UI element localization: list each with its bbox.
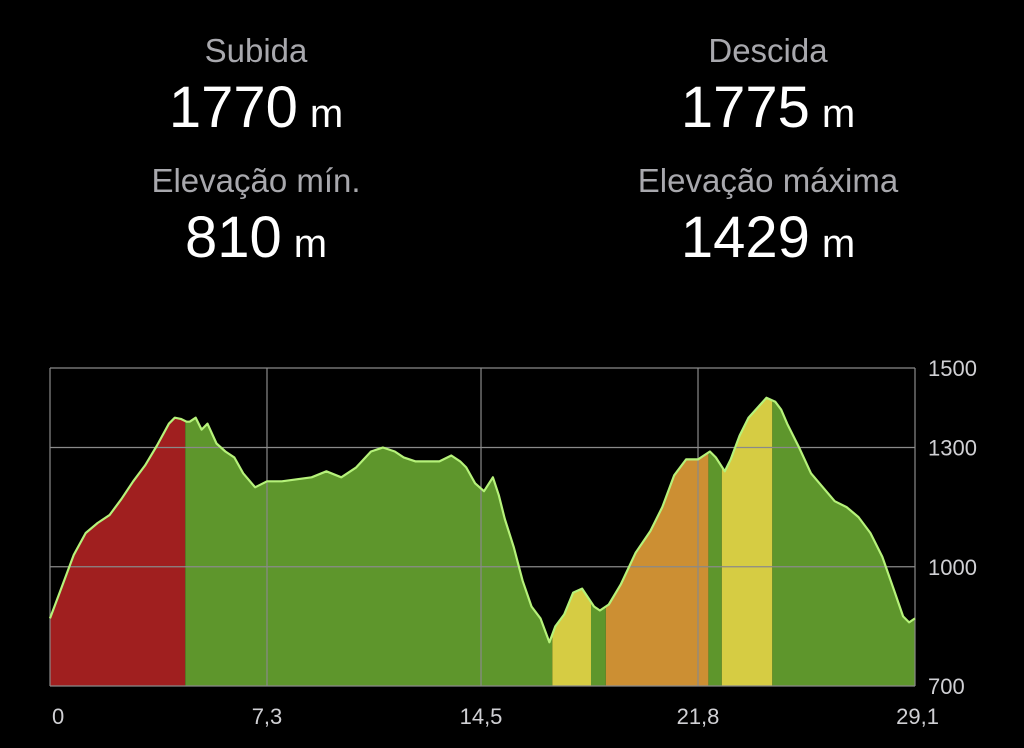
segment-green-3 (590, 397, 606, 686)
min-elevation-value: 810 (184, 205, 282, 270)
ascent-unit: m (309, 92, 344, 136)
min-elevation-label: Elevação mín. (151, 162, 361, 199)
x-tick-label-4: 29,1 (896, 704, 939, 729)
y-tick-labels: 700 1000 1300 1500 (928, 356, 977, 699)
segment-green-5 (708, 397, 722, 686)
x-tick-label-3: 21,8 (677, 704, 720, 729)
y-tick-label-2: 1300 (928, 436, 977, 461)
x-tick-labels: 0 7,3 14,5 21,8 29,1 (52, 704, 939, 729)
segment-orange-4 (605, 397, 709, 686)
descent-label: Descida (708, 32, 828, 69)
segment-red-0 (50, 397, 186, 686)
min-elevation-value-line: 810 m (76, 209, 436, 267)
y-tick-label-1: 1000 (928, 555, 977, 580)
ascent-value-line: 1770 m (76, 79, 436, 137)
gradient-segments (50, 397, 915, 686)
segment-yellow-6 (721, 397, 773, 686)
max-elevation-label: Elevação máxima (637, 162, 899, 199)
profile-line-layer (48, 396, 916, 644)
max-elevation-value: 1429 (680, 205, 810, 270)
x-tick-label-2: 14,5 (460, 704, 503, 729)
y-tick-label-0: 700 (928, 674, 965, 699)
min-elevation-unit: m (293, 222, 328, 266)
ascent-label: Subida (204, 32, 308, 69)
x-tick-label-1: 7,3 (252, 704, 283, 729)
x-tick-label-0: 0 (52, 704, 64, 729)
max-elevation-value-line: 1429 m (588, 209, 948, 267)
segment-green-1 (185, 397, 553, 686)
min-elevation-stat: Elevação mín. 810 m (76, 164, 436, 267)
y-tick-label-3: 1500 (928, 356, 977, 381)
elevation-profile-chart[interactable]: 0 7,3 14,5 21,8 29,1 700 1000 1300 1500 (0, 340, 1024, 740)
profile-line (48, 396, 916, 644)
descent-value: 1775 (680, 75, 810, 140)
descent-value-line: 1775 m (588, 79, 948, 137)
segment-green-7 (772, 397, 915, 686)
descent-unit: m (821, 92, 856, 136)
chart-grid (49, 367, 916, 687)
ascent-stat: Subida 1770 m (76, 34, 436, 137)
ascent-value: 1770 (168, 75, 298, 140)
segment-yellow-2 (552, 397, 591, 686)
descent-stat: Descida 1775 m (588, 34, 948, 137)
max-elevation-unit: m (821, 222, 856, 266)
max-elevation-stat: Elevação máxima 1429 m (588, 164, 948, 267)
